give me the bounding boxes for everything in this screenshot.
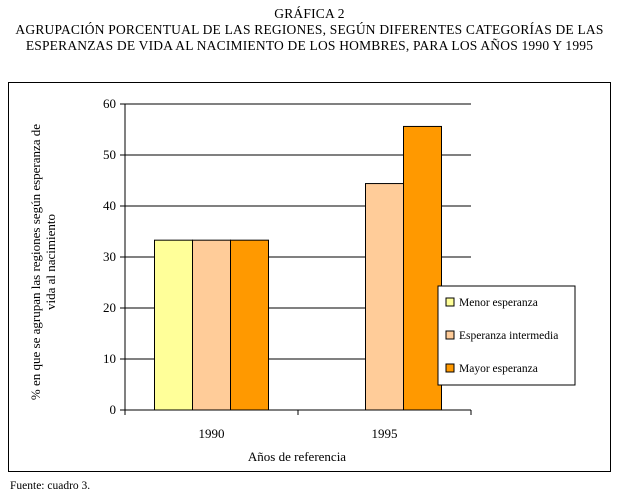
bar-1990-esperanza-intermedia [192,239,231,411]
legend: Menor esperanza Esperanza intermedia Mayor… [437,285,576,386]
x-tick-label: 1995 [372,426,398,441]
x-tick-label: 1990 [199,426,225,441]
chart-label: GRÁFICA 2 [274,6,345,21]
y-tick-label: 0 [110,402,117,417]
title-block: GRÁFICA 2 AGRUPACIÓN PORCENTUAL DE LAS R… [0,6,619,54]
chart-title-line1: AGRUPACIÓN PORCENTUAL DE LAS REGIONES, S… [15,22,604,37]
bar-1995-esperanza-intermedia [365,183,404,411]
bars [154,125,442,411]
y-axis-label-line2: vida al nacimiento [43,214,58,310]
y-axis-label: % en que se agrupan las regiones según e… [28,124,58,400]
chart-title-line2: ESPERANZAS DE VIDA AL NACIMIENTO DE LOS … [25,38,594,53]
legend-swatch [445,363,455,373]
legend-label: Menor esperanza [459,297,538,309]
y-tick-label: 60 [103,96,116,111]
chart-frame [8,82,611,472]
y-tick-label: 40 [103,198,116,213]
y-axis-label-line1: % en que se agrupan las regiones según e… [28,124,43,400]
y-axis-ticks: 0 10 20 30 40 50 60 [103,96,125,417]
bar-1990-mayor-esperanza [230,239,269,411]
y-tick-label: 20 [103,300,116,315]
legend-swatch [445,330,455,340]
bar-1990-menor-esperanza [154,239,193,411]
legend-label: Esperanza intermedia [459,330,558,342]
y-tick-label: 50 [103,147,116,162]
x-axis-label: Años de referencia [248,449,346,464]
legend-label: Mayor esperanza [459,363,538,375]
legend-swatch [445,297,455,307]
bar-1995-mayor-esperanza [403,125,442,411]
y-tick-label: 30 [103,249,116,264]
y-tick-label: 10 [103,351,116,366]
source-note: Fuente: cuadro 3. [10,480,91,492]
x-axis-ticks: 1990 1995 [124,410,472,441]
legend-box [437,285,576,386]
